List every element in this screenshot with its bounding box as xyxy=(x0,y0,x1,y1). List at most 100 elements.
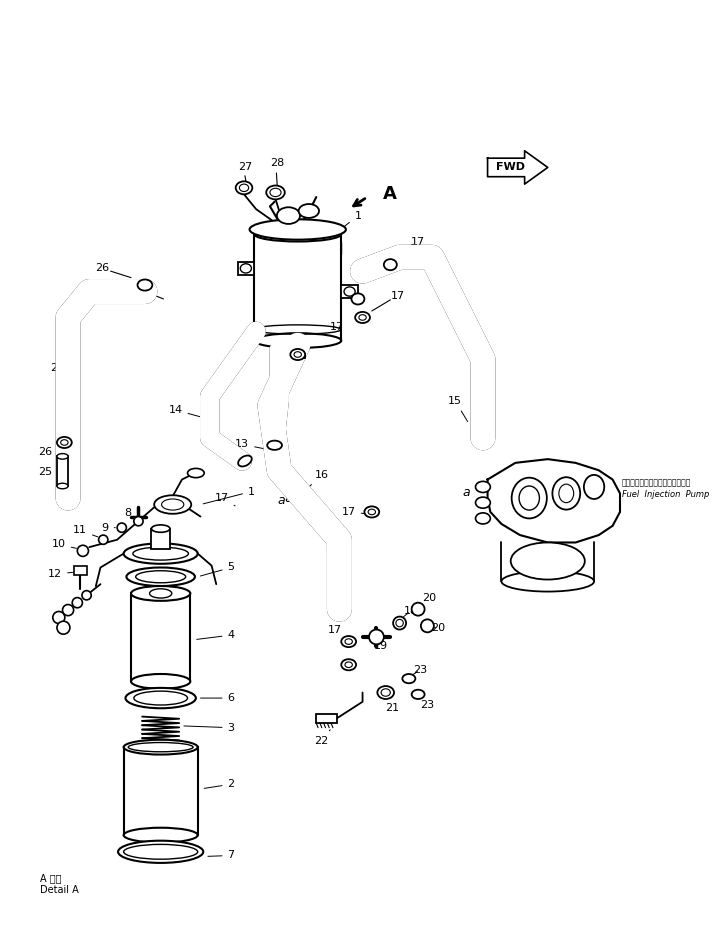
Circle shape xyxy=(117,523,127,532)
Text: FWD: FWD xyxy=(496,163,526,172)
Text: 27: 27 xyxy=(238,163,252,172)
Circle shape xyxy=(62,604,74,616)
Ellipse shape xyxy=(238,456,252,467)
Text: 26: 26 xyxy=(38,445,59,456)
Ellipse shape xyxy=(342,636,356,647)
Ellipse shape xyxy=(250,220,346,240)
Bar xyxy=(151,528,170,549)
Text: 17: 17 xyxy=(329,322,344,331)
Text: 23: 23 xyxy=(413,666,427,675)
Circle shape xyxy=(77,545,89,557)
Ellipse shape xyxy=(290,348,305,360)
Ellipse shape xyxy=(384,259,397,270)
Ellipse shape xyxy=(118,841,203,863)
Ellipse shape xyxy=(511,543,585,580)
Ellipse shape xyxy=(57,454,68,459)
Circle shape xyxy=(82,591,91,599)
Text: 17: 17 xyxy=(215,493,235,506)
Text: a: a xyxy=(277,494,285,508)
Text: 1: 1 xyxy=(203,487,255,504)
Ellipse shape xyxy=(299,204,319,218)
Circle shape xyxy=(134,516,143,526)
Ellipse shape xyxy=(151,525,170,532)
Bar xyxy=(74,565,87,575)
Ellipse shape xyxy=(266,186,285,200)
Text: Fuel  Injection  Pump: Fuel Injection Pump xyxy=(622,490,710,499)
Ellipse shape xyxy=(188,469,204,477)
Text: 22: 22 xyxy=(314,730,330,745)
Text: 17: 17 xyxy=(342,285,358,299)
Text: 19: 19 xyxy=(374,641,388,652)
Ellipse shape xyxy=(475,513,490,524)
Text: 21: 21 xyxy=(385,696,400,713)
Text: 9: 9 xyxy=(102,523,115,532)
Text: 23: 23 xyxy=(420,696,435,710)
Ellipse shape xyxy=(57,437,72,448)
Text: 16: 16 xyxy=(309,470,329,487)
Text: a: a xyxy=(463,486,470,499)
Text: 20: 20 xyxy=(420,593,436,607)
Ellipse shape xyxy=(124,740,198,755)
Circle shape xyxy=(369,630,384,644)
Ellipse shape xyxy=(254,333,342,348)
Bar xyxy=(342,285,358,298)
Circle shape xyxy=(53,612,65,623)
Text: 10: 10 xyxy=(52,540,77,549)
Text: 17: 17 xyxy=(342,507,364,517)
Ellipse shape xyxy=(584,474,604,499)
Ellipse shape xyxy=(131,674,190,688)
Ellipse shape xyxy=(412,689,425,699)
Text: 13: 13 xyxy=(235,439,267,449)
Ellipse shape xyxy=(421,619,434,633)
Text: 24: 24 xyxy=(50,364,68,402)
Text: 5: 5 xyxy=(200,563,235,576)
Ellipse shape xyxy=(254,226,342,241)
Polygon shape xyxy=(488,151,548,184)
Bar xyxy=(131,594,190,682)
Ellipse shape xyxy=(124,544,198,563)
Text: 4: 4 xyxy=(197,630,235,640)
Ellipse shape xyxy=(267,440,282,450)
Bar xyxy=(238,262,254,275)
Text: a: a xyxy=(284,491,292,505)
Text: A: A xyxy=(383,186,397,204)
Text: 6: 6 xyxy=(200,693,235,703)
Text: 15: 15 xyxy=(448,396,468,421)
Text: 11: 11 xyxy=(73,526,98,537)
Ellipse shape xyxy=(137,279,153,291)
Text: 20: 20 xyxy=(432,623,445,633)
Circle shape xyxy=(99,535,108,545)
Ellipse shape xyxy=(342,659,356,670)
Bar xyxy=(254,234,342,341)
Text: 17: 17 xyxy=(411,237,425,246)
Circle shape xyxy=(57,621,70,634)
Ellipse shape xyxy=(412,602,425,616)
Text: 8: 8 xyxy=(125,508,135,518)
Ellipse shape xyxy=(475,481,490,492)
Text: 1: 1 xyxy=(337,210,362,232)
Text: 26: 26 xyxy=(95,263,110,274)
Text: 17: 17 xyxy=(328,625,348,639)
Ellipse shape xyxy=(364,507,379,517)
Bar xyxy=(124,747,198,835)
Ellipse shape xyxy=(352,294,364,305)
Text: 17: 17 xyxy=(391,291,405,301)
Ellipse shape xyxy=(150,589,172,599)
Text: 2: 2 xyxy=(204,779,235,789)
Ellipse shape xyxy=(475,497,490,509)
Ellipse shape xyxy=(236,181,252,194)
Bar xyxy=(290,346,305,358)
Ellipse shape xyxy=(355,312,370,323)
Polygon shape xyxy=(488,459,620,543)
Ellipse shape xyxy=(501,571,594,592)
Ellipse shape xyxy=(512,477,547,518)
Text: 3: 3 xyxy=(184,723,235,733)
Circle shape xyxy=(72,598,82,608)
Text: Detail A: Detail A xyxy=(40,884,79,895)
Text: フュエルインジェクションポンプ: フュエルインジェクションポンプ xyxy=(622,479,691,488)
Text: 12: 12 xyxy=(48,569,73,579)
Ellipse shape xyxy=(131,586,190,600)
Ellipse shape xyxy=(393,616,406,630)
Ellipse shape xyxy=(154,495,191,514)
Bar xyxy=(316,714,337,724)
